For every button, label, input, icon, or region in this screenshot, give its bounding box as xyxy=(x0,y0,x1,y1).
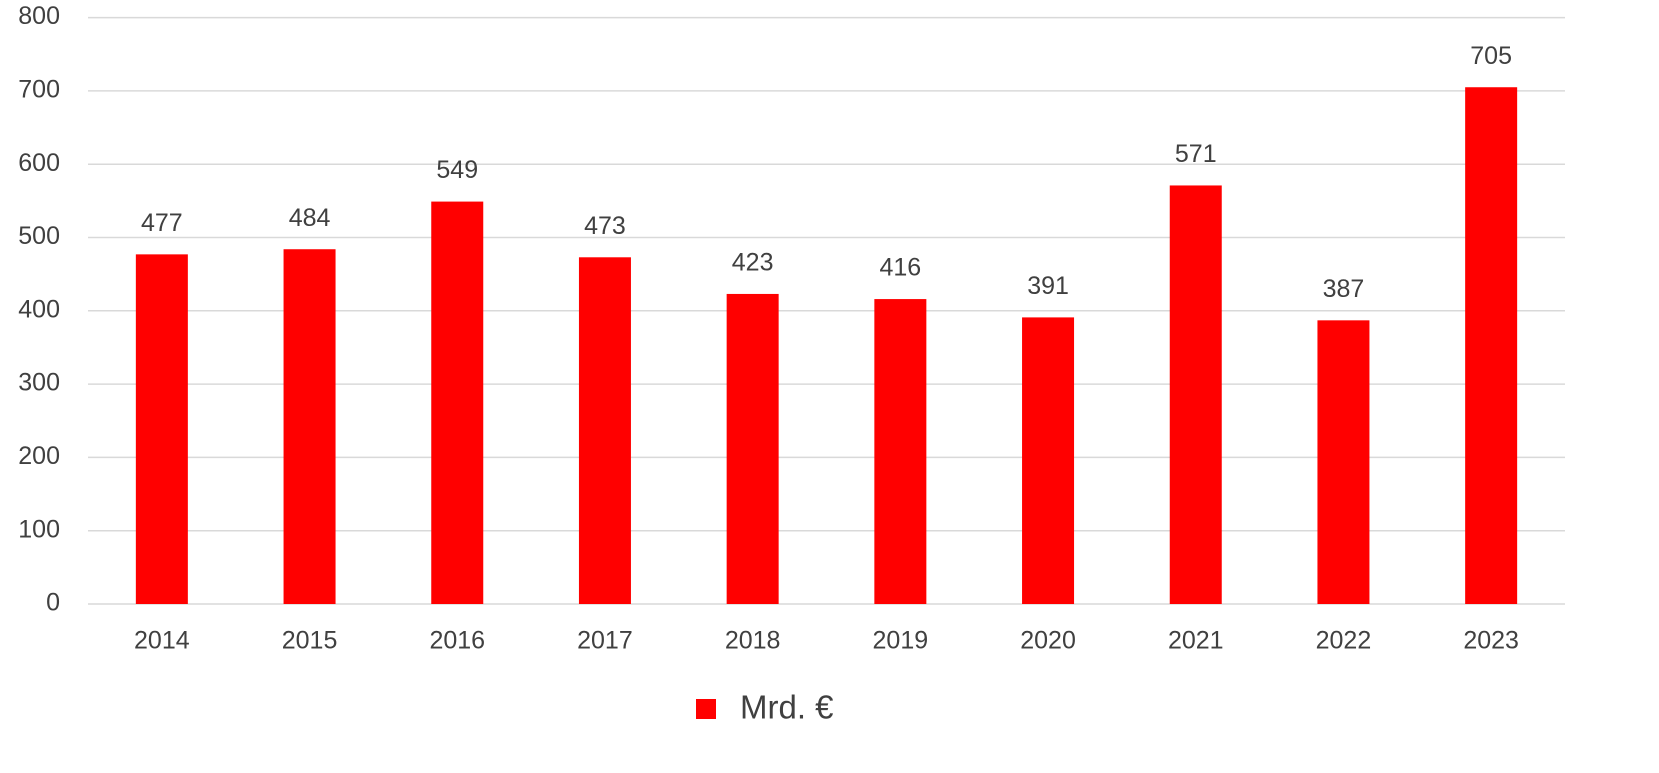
bar xyxy=(283,249,336,604)
data-label: 549 xyxy=(436,156,478,184)
y-tick-label: 700 xyxy=(18,76,60,104)
y-tick-label: 300 xyxy=(18,369,60,397)
data-label: 391 xyxy=(1027,272,1069,300)
legend-label: Mrd. € xyxy=(740,689,834,726)
x-tick-label: 2019 xyxy=(873,627,929,655)
bar xyxy=(874,299,927,604)
y-tick-label: 200 xyxy=(18,442,60,470)
y-tick-label: 100 xyxy=(18,515,60,543)
data-label: 416 xyxy=(879,254,921,282)
data-label: 387 xyxy=(1323,275,1365,303)
x-tick-label: 2018 xyxy=(725,627,781,655)
x-tick-label: 2020 xyxy=(1020,627,1076,655)
bar xyxy=(726,293,779,604)
x-tick-label: 2016 xyxy=(429,627,485,655)
bar xyxy=(431,201,484,604)
bar xyxy=(1022,317,1075,604)
y-tick-label: 600 xyxy=(18,149,60,177)
x-tick-label: 2015 xyxy=(282,627,338,655)
data-label: 477 xyxy=(141,209,183,237)
data-label: 473 xyxy=(584,212,626,240)
data-label: 484 xyxy=(289,204,331,232)
legend-swatch xyxy=(696,699,716,719)
data-label: 423 xyxy=(732,249,774,277)
x-tick-label: 2021 xyxy=(1168,627,1224,655)
data-label: 705 xyxy=(1470,42,1512,70)
y-tick-label: 0 xyxy=(46,589,60,617)
bar xyxy=(135,254,188,604)
y-tick-label: 400 xyxy=(18,295,60,323)
bar xyxy=(1465,87,1518,605)
x-tick-label: 2014 xyxy=(134,627,190,655)
bar xyxy=(1317,320,1370,604)
x-tick-label: 2022 xyxy=(1316,627,1372,655)
x-tick-label: 2017 xyxy=(577,627,633,655)
bar xyxy=(578,257,631,604)
y-tick-label: 800 xyxy=(18,2,60,30)
y-tick-label: 500 xyxy=(18,222,60,250)
data-label: 571 xyxy=(1175,140,1217,168)
bar xyxy=(1169,185,1222,604)
x-tick-label: 2023 xyxy=(1463,627,1519,655)
